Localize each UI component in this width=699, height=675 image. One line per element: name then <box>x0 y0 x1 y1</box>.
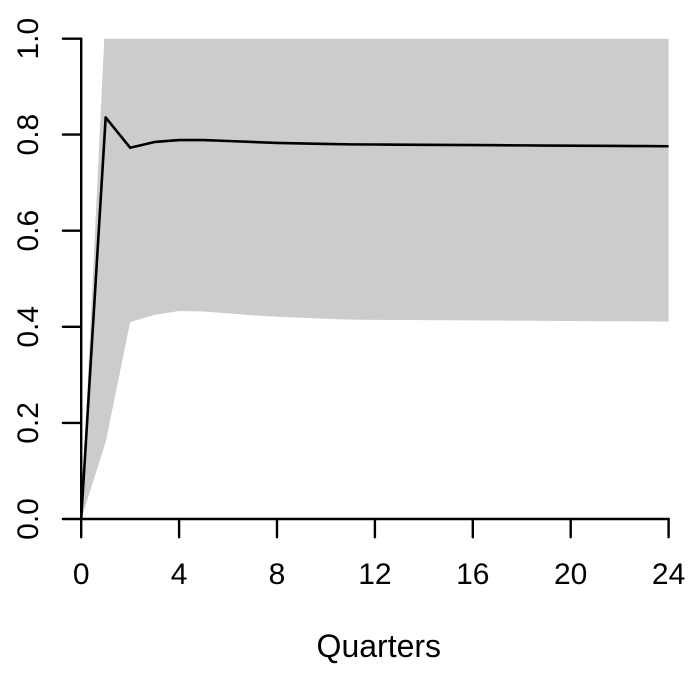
svg-text:Quarters: Quarters <box>317 628 441 664</box>
svg-text:1.0: 1.0 <box>12 18 45 60</box>
svg-text:0.6: 0.6 <box>12 210 45 252</box>
svg-text:8: 8 <box>269 558 286 591</box>
svg-text:0: 0 <box>73 558 90 591</box>
svg-text:0.8: 0.8 <box>12 114 45 156</box>
svg-text:0.0: 0.0 <box>12 498 45 540</box>
svg-text:4: 4 <box>171 558 188 591</box>
svg-text:20: 20 <box>554 558 587 591</box>
svg-text:16: 16 <box>456 558 489 591</box>
svg-text:0.4: 0.4 <box>12 306 45 348</box>
svg-text:0.2: 0.2 <box>12 402 45 444</box>
svg-text:24: 24 <box>652 558 685 591</box>
svg-text:12: 12 <box>358 558 391 591</box>
